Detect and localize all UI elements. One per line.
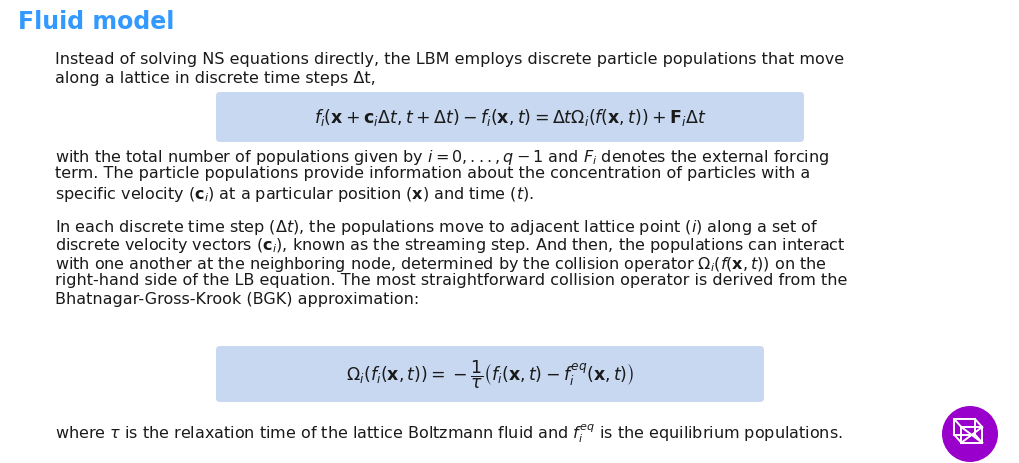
Text: right-hand side of the LB equation. The most straightforward collision operator : right-hand side of the LB equation. The … [55, 273, 847, 288]
Text: where $\tau$ is the relaxation time of the lattice Boltzmann fluid and $f_i^{eq}: where $\tau$ is the relaxation time of t… [55, 421, 842, 444]
Text: $f_i(\mathbf{x} + \mathbf{c}_i\Delta t, t + \Delta t) - f_i(\mathbf{x}, t) = \De: $f_i(\mathbf{x} + \mathbf{c}_i\Delta t, … [314, 107, 705, 128]
Text: $\Omega_i(f_i(\mathbf{x}, t)) = -\dfrac{1}{\tau}\left(f_i(\mathbf{x}, t) - f_i^{: $\Omega_i(f_i(\mathbf{x}, t)) = -\dfrac{… [345, 358, 634, 390]
Text: Fluid model: Fluid model [18, 10, 174, 34]
Text: Bhatnagar-Gross-Krook (BGK) approximation:: Bhatnagar-Gross-Krook (BGK) approximatio… [55, 291, 419, 307]
Text: with one another at the neighboring node, determined by the collision operator $: with one another at the neighboring node… [55, 255, 826, 274]
Text: with the total number of populations given by $i = 0, ..., q - 1$ and $F_i$ deno: with the total number of populations giv… [55, 148, 828, 167]
Circle shape [942, 406, 997, 462]
Text: discrete velocity vectors ($\mathbf{c}_i$), known as the streaming step. And the: discrete velocity vectors ($\mathbf{c}_i… [55, 236, 845, 255]
Text: specific velocity ($\mathbf{c}_i$) at a particular position ($\mathbf{x}$) and t: specific velocity ($\mathbf{c}_i$) at a … [55, 185, 534, 204]
Text: In each discrete time step ($\Delta t$), the populations move to adjacent lattic: In each discrete time step ($\Delta t$),… [55, 218, 817, 237]
Text: Instead of solving NS equations directly, the LBM employs discrete particle popu: Instead of solving NS equations directly… [55, 52, 844, 67]
FancyBboxPatch shape [216, 93, 803, 143]
Text: term. The particle populations provide information about the concentration of pa: term. The particle populations provide i… [55, 166, 809, 181]
FancyBboxPatch shape [216, 346, 763, 402]
Text: along a lattice in discrete time steps Δt,: along a lattice in discrete time steps Δ… [55, 70, 375, 85]
